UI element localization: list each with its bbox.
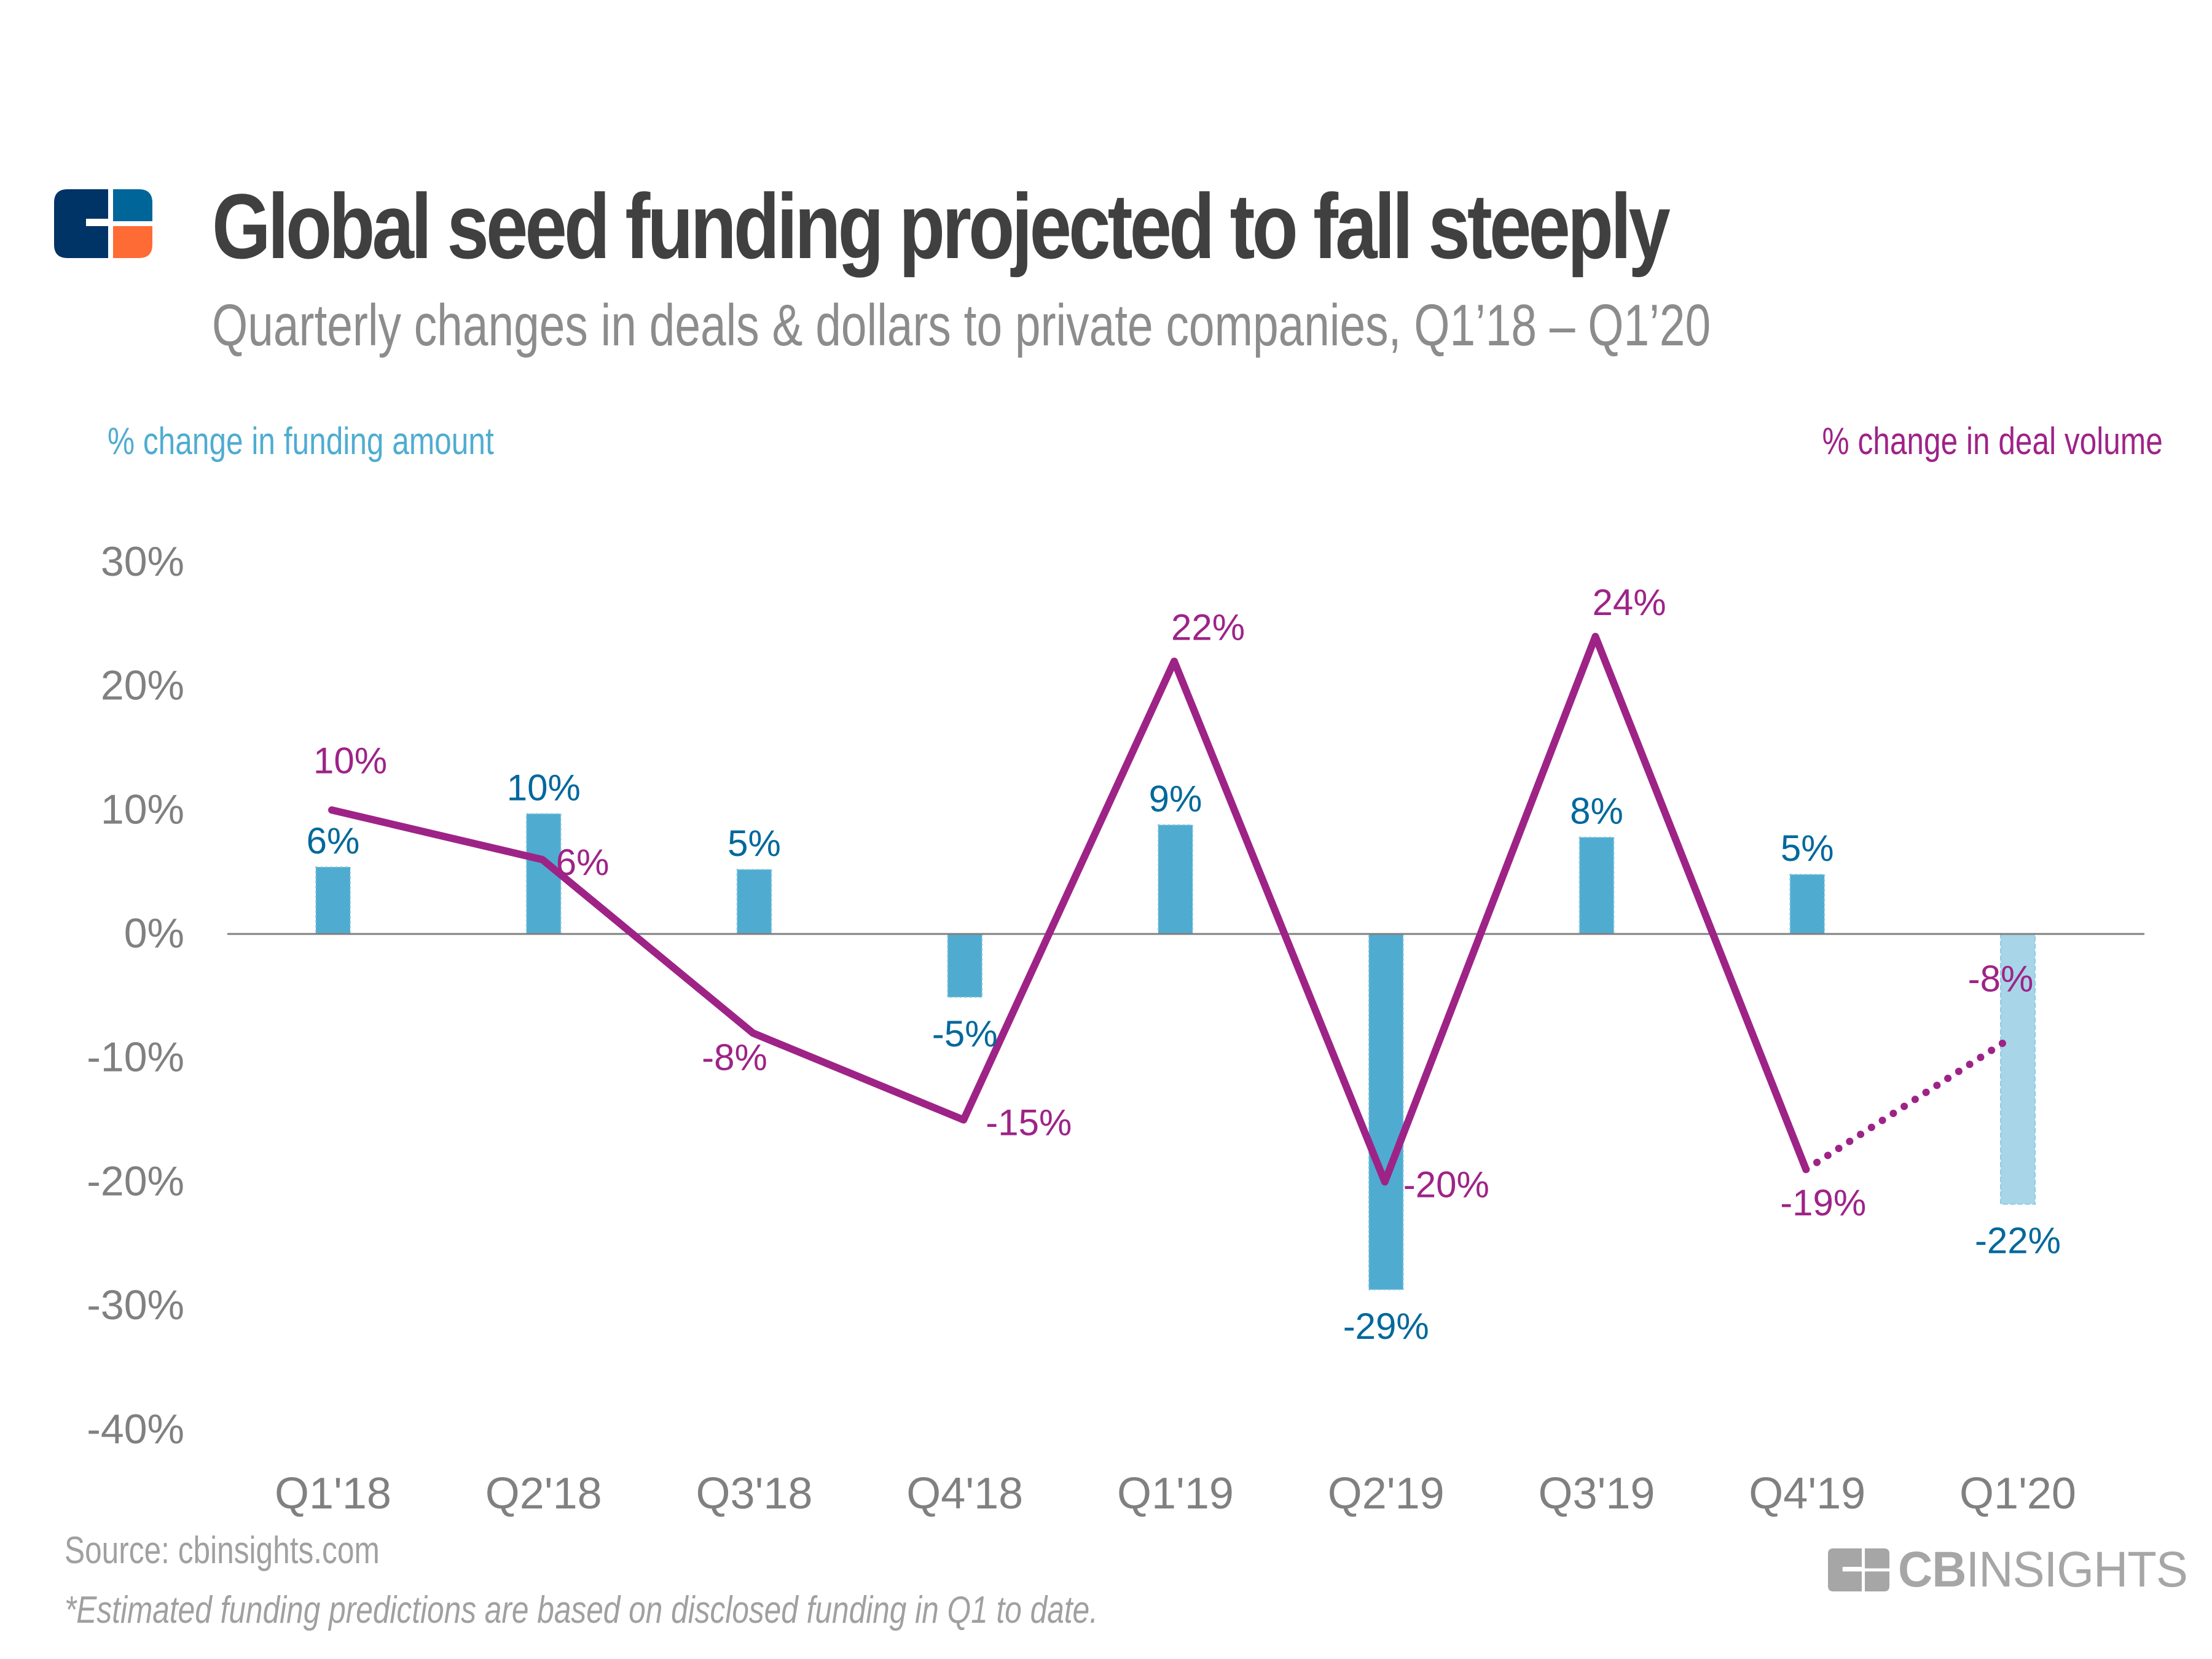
brand-bold: CB xyxy=(1898,1542,1967,1598)
funding-data-label: 9% xyxy=(1149,779,1202,820)
funding-data-label: 10% xyxy=(507,767,581,808)
deal-volume-data-label: 24% xyxy=(1592,582,1666,623)
funding-data-label: 8% xyxy=(1570,791,1623,832)
x-tick-label: Q1'19 xyxy=(1117,1469,1234,1518)
x-axis: Q1'18 Q2'18 Q3'18 Q4'18 Q1'19 Q2'19 Q3'19 Q4'19… xyxy=(275,1469,2076,1518)
brand-wordmark: CBINSIGHTS xyxy=(1898,1541,2188,1599)
legend-deal-volume: % change in deal volume xyxy=(1822,420,2163,463)
funding-data-label: -5% xyxy=(932,1013,998,1054)
x-tick-label: Q4'19 xyxy=(1749,1469,1865,1518)
y-tick-label: -10% xyxy=(87,1034,184,1081)
funding-bar xyxy=(947,933,983,998)
deal-volume-data-label: -15% xyxy=(986,1102,1072,1143)
deal-volume-line-solid xyxy=(328,632,1810,1186)
legend-funding-amount: % change in funding amount xyxy=(108,420,494,463)
funding-data-label: 5% xyxy=(728,823,781,864)
deal-volume-data-label: 6% xyxy=(556,842,610,883)
source-note: Source: cbinsights.com xyxy=(65,1529,380,1572)
y-tick-label: -20% xyxy=(87,1158,184,1204)
cb-insights-brand-icon xyxy=(1828,1548,1889,1591)
deal-volume-data-label: 10% xyxy=(313,740,387,781)
deal-volume-data-label: -19% xyxy=(1780,1182,1866,1223)
y-tick-label: -40% xyxy=(87,1406,184,1453)
footnote: *Estimated funding predictions are based… xyxy=(65,1589,1098,1631)
cb-insights-logo-icon xyxy=(54,189,152,258)
deal-volume-line xyxy=(328,632,2010,1186)
funding-bar xyxy=(736,869,772,935)
funding-bar xyxy=(1158,824,1193,935)
x-tick-label: Q4'18 xyxy=(906,1469,1023,1518)
chart-subtitle: Quarterly changes in deals & dollars to … xyxy=(212,292,1711,358)
y-tick-label: 10% xyxy=(101,786,184,833)
y-tick-label: 0% xyxy=(124,910,184,957)
funding-bar xyxy=(315,866,351,935)
funding-data-label: -29% xyxy=(1343,1306,1429,1347)
funding-bar xyxy=(1368,933,1404,1290)
deal-volume-data-label: -8% xyxy=(702,1037,767,1078)
deal-volume-data-label: -8% xyxy=(1968,958,2034,999)
y-axis: 30% 20% 10% 0% -10% -20% -30% -40% xyxy=(87,538,184,1453)
funding-bar xyxy=(1789,874,1826,935)
funding-data-label: -22% xyxy=(1975,1220,2061,1261)
funding-data-label: 6% xyxy=(307,820,360,861)
x-tick-label: Q2'19 xyxy=(1328,1469,1445,1518)
data-labels: 6% 10% 5% -5% 9% -29% 8% 5% -22% 10% 6% -8% -15% 22% -… xyxy=(307,582,2061,1347)
brand-light: INSIGHTS xyxy=(1966,1542,2188,1598)
deal-volume-line-projected xyxy=(1802,1037,2010,1174)
funding-data-label: 5% xyxy=(1781,828,1834,869)
y-tick-label: 20% xyxy=(101,662,184,709)
funding-bar xyxy=(1579,836,1615,935)
x-tick-label: Q3'19 xyxy=(1539,1469,1655,1518)
cb-insights-brand: CBINSIGHTS xyxy=(1828,1542,2203,1598)
x-tick-label: Q1'20 xyxy=(1959,1469,2076,1518)
deal-volume-data-label: -20% xyxy=(1403,1164,1489,1205)
y-tick-label: 30% xyxy=(101,538,184,585)
x-tick-label: Q3'18 xyxy=(696,1469,813,1518)
x-tick-label: Q2'18 xyxy=(485,1469,602,1518)
chart-title: Global seed funding projected to fall st… xyxy=(212,175,1671,278)
deal-volume-data-label: 22% xyxy=(1171,606,1245,648)
x-tick-label: Q1'18 xyxy=(275,1469,391,1518)
y-tick-label: -30% xyxy=(87,1282,184,1328)
